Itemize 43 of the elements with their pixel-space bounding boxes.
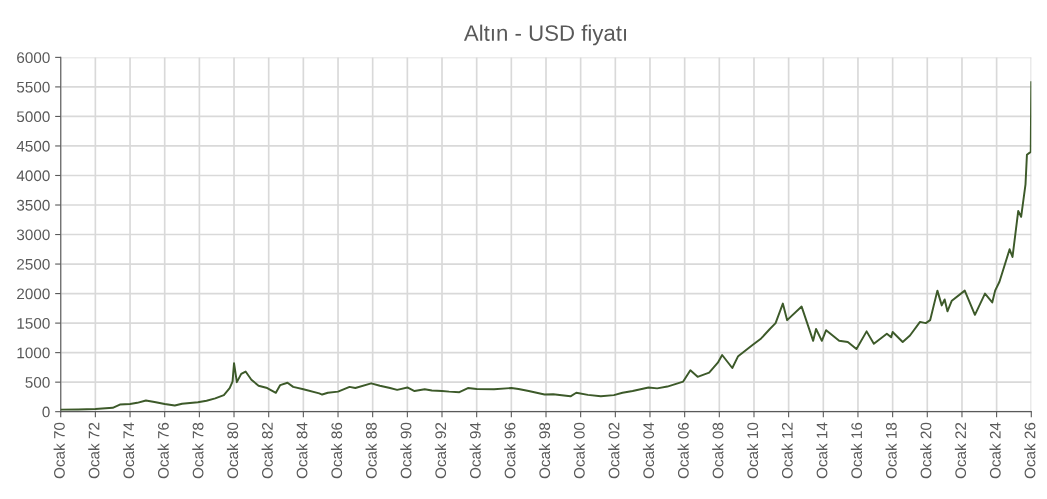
x-tick-label: Ocak 92 [434,422,447,479]
y-tick-label: 4500 [16,140,50,152]
x-tick-label: Ocak 88 [365,422,377,479]
x-tick-label: Ocak 20 [920,422,932,479]
x-tick-label: Ocak 84 [296,422,308,479]
x-tick-label: Ocak 76 [157,422,169,479]
x-tick-label: Ocak 86 [330,422,343,479]
y-tick-label: 4000 [16,170,50,182]
y-tick-label: 6000 [17,52,50,64]
x-tick-label: Ocak 80 [226,422,239,479]
y-tick-label: 1500 [17,317,50,329]
x-tick-label: Ocak 90 [400,422,412,479]
y-tick-label: 3500 [16,199,50,211]
x-tick-label: Ocak 08 [712,422,724,479]
y-tick-label: 500 [25,377,50,388]
x-tick-label: Ocak 82 [261,422,273,479]
x-tick-label: Ocak 94 [469,422,481,479]
x-tick-label: Ocak 06 [677,422,689,479]
x-tick-label: Ocak 78 [192,422,204,479]
x-tick-label: Ocak 98 [538,422,551,479]
y-tick-label: 2000 [17,288,50,300]
x-tick-label: Ocak 12 [781,422,793,479]
x-tick-label: Ocak 10 [746,422,759,479]
y-tick-label: 2500 [17,258,50,270]
x-tick-label: Ocak 96 [504,422,516,479]
y-tick-label: 3000 [16,229,50,241]
x-tick-label: Ocak 70 [53,422,65,479]
x-tick-label: Ocak 18 [885,422,897,479]
x-tick-label: Ocak 02 [608,422,620,479]
x-tick-label: Ocak 22 [954,422,967,479]
x-tick-label: Ocak 00 [573,422,585,479]
x-tick-label: Ocak 74 [122,422,135,479]
x-tick-label: Ocak 14 [816,422,828,479]
y-tick-label: 1000 [17,347,50,359]
y-tick-label: 5000 [16,111,50,123]
x-tick-label: Ocak 72 [88,422,100,479]
y-tick-label: 5500 [16,81,50,93]
x-tick-label: Ocak 04 [642,422,655,479]
x-tick-label: Ocak 16 [850,422,863,479]
chart-title: Altın - USD fiyatı [463,24,627,46]
x-tick-label: Ocak 24 [989,422,1001,479]
y-tick-label: 0 [42,406,50,418]
x-tick-label: Ocak 26 [1024,422,1036,479]
